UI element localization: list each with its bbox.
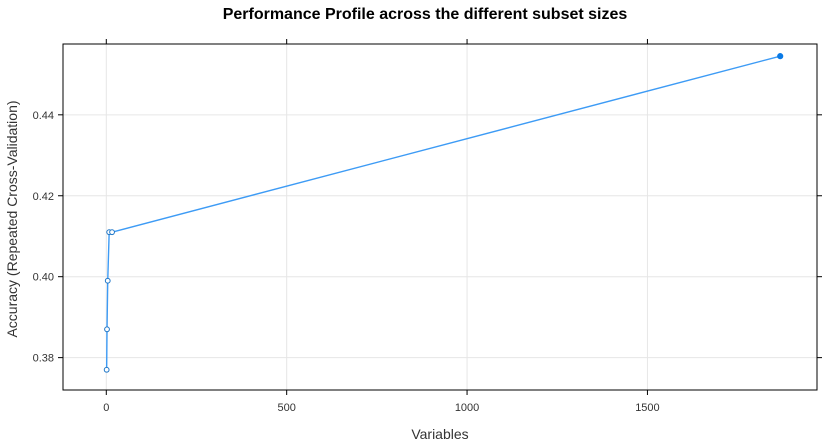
plot-frame <box>62 43 818 391</box>
data-point <box>104 326 110 333</box>
y-axis-label: Accuracy (Repeated Cross-Validation) <box>4 100 20 337</box>
series-line <box>105 55 781 370</box>
chart-title: Performance Profile across the different… <box>223 6 628 23</box>
x-axis-label: Variables <box>411 426 468 442</box>
data-series <box>103 53 784 373</box>
x-tick-label: 1000 <box>455 402 479 414</box>
y-tick-label: 0.42 <box>33 191 54 203</box>
x-tick-label: 1500 <box>635 402 659 414</box>
x-tick-label: 500 <box>277 402 295 414</box>
data-point <box>104 277 111 284</box>
axis-ticks: 0 500 1000 1500 0.38 0.40 0.42 0.44 <box>33 39 822 414</box>
y-tick-label: 0.38 <box>33 353 54 365</box>
x-tick-label: 0 <box>103 402 109 414</box>
y-tick-label: 0.44 <box>33 110 54 122</box>
data-point <box>109 229 115 236</box>
y-tick-label: 0.40 <box>33 272 54 284</box>
data-point <box>103 366 110 373</box>
selected-data-point <box>777 53 784 60</box>
grid <box>63 44 817 390</box>
